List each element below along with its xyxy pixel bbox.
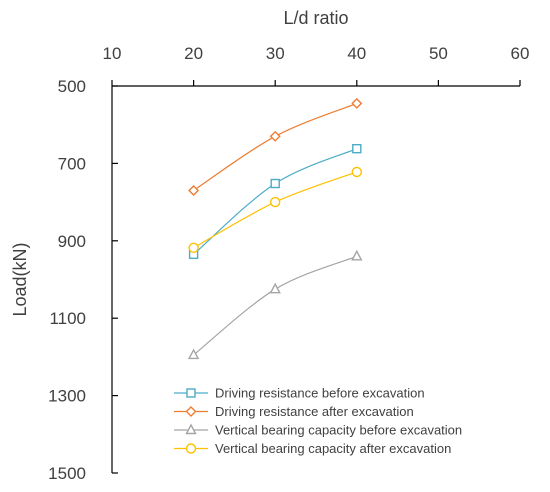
series-4	[188, 166, 362, 253]
legend-marker	[185, 443, 197, 454]
data-point	[188, 242, 199, 253]
legend-item: Driving resistance after excavation	[174, 404, 414, 419]
legend-marker	[185, 423, 197, 435]
y-tick-label: 900	[58, 232, 86, 251]
y-tick-label: 1500	[48, 464, 86, 483]
data-point	[270, 196, 281, 208]
data-point	[269, 282, 281, 294]
plot-area	[187, 97, 363, 360]
data-point	[351, 97, 363, 109]
legend-label: Vertical bearing capacity before excavat…	[215, 423, 462, 438]
data-point	[351, 166, 362, 178]
series-2	[188, 97, 363, 196]
legend: Driving resistance before excavation Driv…	[174, 386, 462, 456]
axes: L/d ratio Load(kN) 10 20 30 40 50 60 500 700 90…	[10, 8, 529, 483]
y-axis: 500 700 900 1100 1300 1500	[48, 77, 118, 483]
x-axis-title: L/d ratio	[283, 8, 348, 28]
legend-marker	[185, 406, 197, 417]
y-tick-label: 500	[58, 77, 86, 96]
x-tick-label: 50	[429, 44, 448, 63]
legend-item: Driving resistance before excavation	[174, 386, 425, 401]
x-tick-label: 60	[511, 44, 530, 63]
y-tick-label: 700	[58, 154, 86, 173]
legend-label: Driving resistance after excavation	[215, 404, 414, 419]
data-point	[351, 249, 363, 261]
y-tick-label: 1300	[48, 387, 86, 406]
y-tick-label: 1100	[49, 309, 86, 328]
series-3	[187, 249, 363, 360]
legend-label: Driving resistance before excavation	[215, 386, 425, 401]
x-tick-label: 10	[103, 44, 122, 63]
legend-item: Vertical bearing capacity before excavat…	[174, 423, 462, 438]
data-point	[187, 348, 200, 360]
x-tick-label: 20	[184, 44, 203, 63]
x-tick-label: 30	[266, 44, 285, 63]
y-axis-title: Load(kN)	[10, 242, 30, 316]
legend-marker	[186, 388, 196, 398]
x-tick-label: 40	[347, 44, 366, 63]
series-line	[193, 102, 358, 191]
data-point	[352, 143, 362, 154]
legend-item: Vertical bearing capacity after excavati…	[174, 441, 451, 456]
x-axis: 10 20 30 40 50 60	[103, 44, 530, 87]
data-point	[188, 185, 200, 196]
data-point	[270, 178, 280, 189]
legend-label: Vertical bearing capacity after excavati…	[215, 441, 451, 456]
series-line	[193, 255, 358, 356]
data-point	[269, 130, 281, 142]
